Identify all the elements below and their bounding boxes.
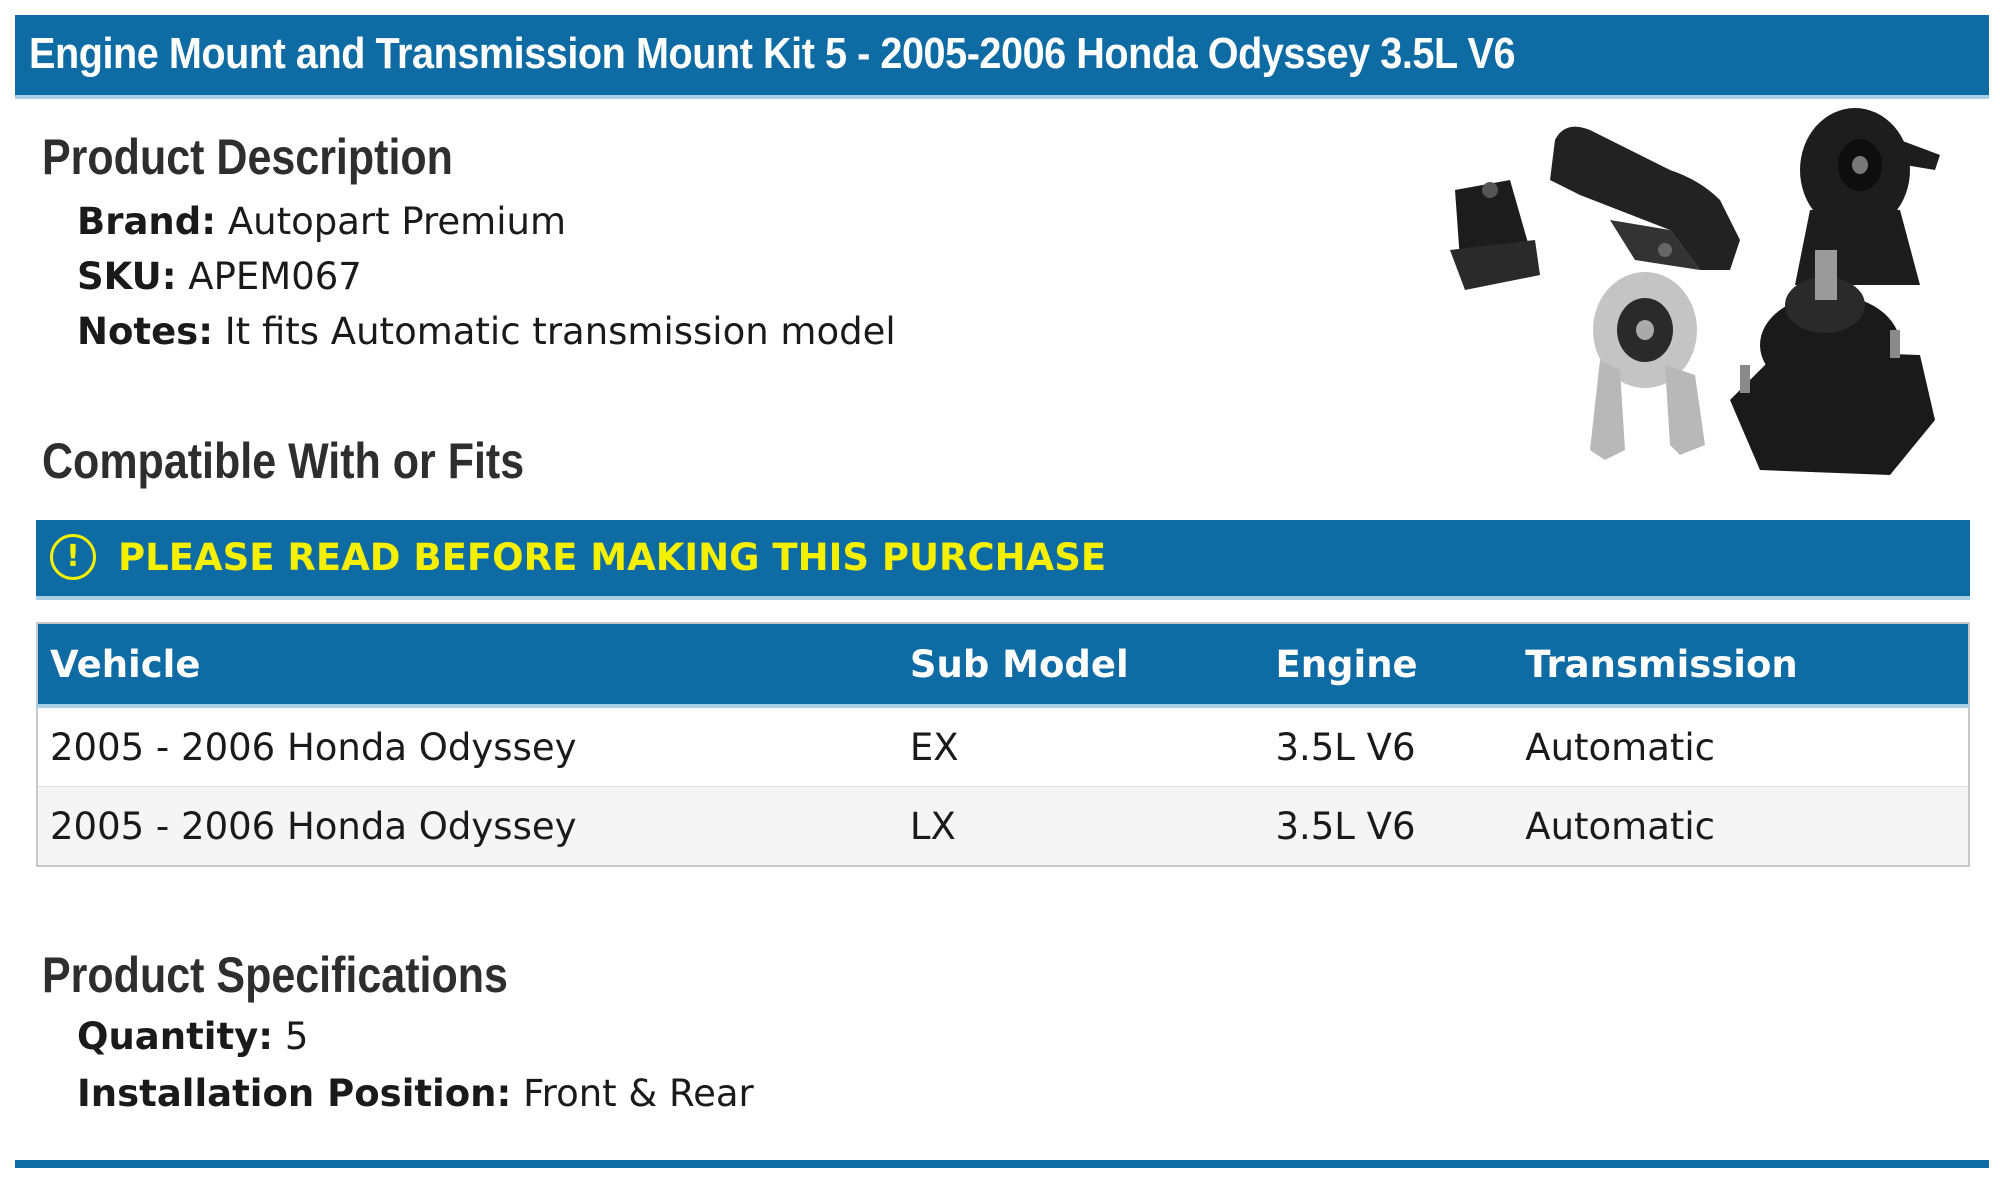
- table-row: 2005 - 2006 Honda Odyssey LX 3.5L V6 Aut…: [37, 786, 1969, 866]
- cell-engine: 3.5L V6: [1263, 705, 1514, 787]
- product-specifications-heading: Product Specifications: [42, 947, 508, 1003]
- table-header-row: Vehicle Sub Model Engine Transmission: [37, 623, 1969, 708]
- exclamation-circle-icon: !: [50, 534, 96, 580]
- quantity-label: Quantity:: [77, 1015, 274, 1058]
- installation-position-row: Installation Position: Front & Rear: [77, 1072, 754, 1115]
- cell-vehicle: 2005 - 2006 Honda Odyssey: [37, 705, 898, 787]
- notice-text: PLEASE READ BEFORE MAKING THIS PURCHASE: [118, 536, 1107, 579]
- brand-row: Brand: Autopart Premium: [77, 200, 566, 243]
- notes-value: It fits Automatic transmission model: [224, 310, 896, 353]
- col-engine: Engine: [1263, 623, 1514, 708]
- purchase-notice: ! PLEASE READ BEFORE MAKING THIS PURCHAS…: [36, 520, 1970, 600]
- cell-vehicle: 2005 - 2006 Honda Odyssey: [37, 786, 898, 866]
- brand-value: Autopart Premium: [227, 200, 566, 243]
- installation-position-label: Installation Position:: [77, 1072, 512, 1115]
- bottom-rule: [15, 1160, 1989, 1168]
- compatible-heading: Compatible With or Fits: [42, 433, 525, 489]
- col-sub-model: Sub Model: [897, 623, 1264, 708]
- quantity-value: 5: [284, 1015, 309, 1058]
- sku-label: SKU:: [77, 255, 177, 298]
- col-vehicle: Vehicle: [37, 623, 898, 708]
- notes-label: Notes:: [77, 310, 213, 353]
- col-transmission: Transmission: [1513, 623, 1969, 708]
- fitment-table: Vehicle Sub Model Engine Transmission 20…: [36, 622, 1970, 867]
- product-image: [1450, 108, 1940, 475]
- cell-transmission: Automatic: [1513, 786, 1969, 866]
- title-bar: Engine Mount and Transmission Mount Kit …: [15, 15, 1989, 99]
- sku-row: SKU: APEM067: [77, 255, 362, 298]
- quantity-row: Quantity: 5: [77, 1015, 308, 1058]
- product-description-heading: Product Description: [42, 129, 453, 185]
- cell-sub-model: LX: [897, 786, 1264, 866]
- silver-mount: [1590, 272, 1705, 460]
- hydraulic-mount: [1730, 250, 1935, 475]
- sku-value: APEM067: [188, 255, 362, 298]
- brand-label: Brand:: [77, 200, 217, 243]
- cell-engine: 3.5L V6: [1263, 786, 1514, 866]
- long-mount: [1550, 126, 1740, 271]
- cell-sub-model: EX: [897, 705, 1264, 787]
- bracket-mount: [1450, 180, 1540, 290]
- table-row: 2005 - 2006 Honda Odyssey EX 3.5L V6 Aut…: [37, 705, 1969, 787]
- installation-position-value: Front & Rear: [523, 1072, 754, 1115]
- cell-transmission: Automatic: [1513, 705, 1969, 787]
- notes-row: Notes: It fits Automatic transmission mo…: [77, 310, 896, 353]
- page-title: Engine Mount and Transmission Mount Kit …: [29, 29, 1516, 78]
